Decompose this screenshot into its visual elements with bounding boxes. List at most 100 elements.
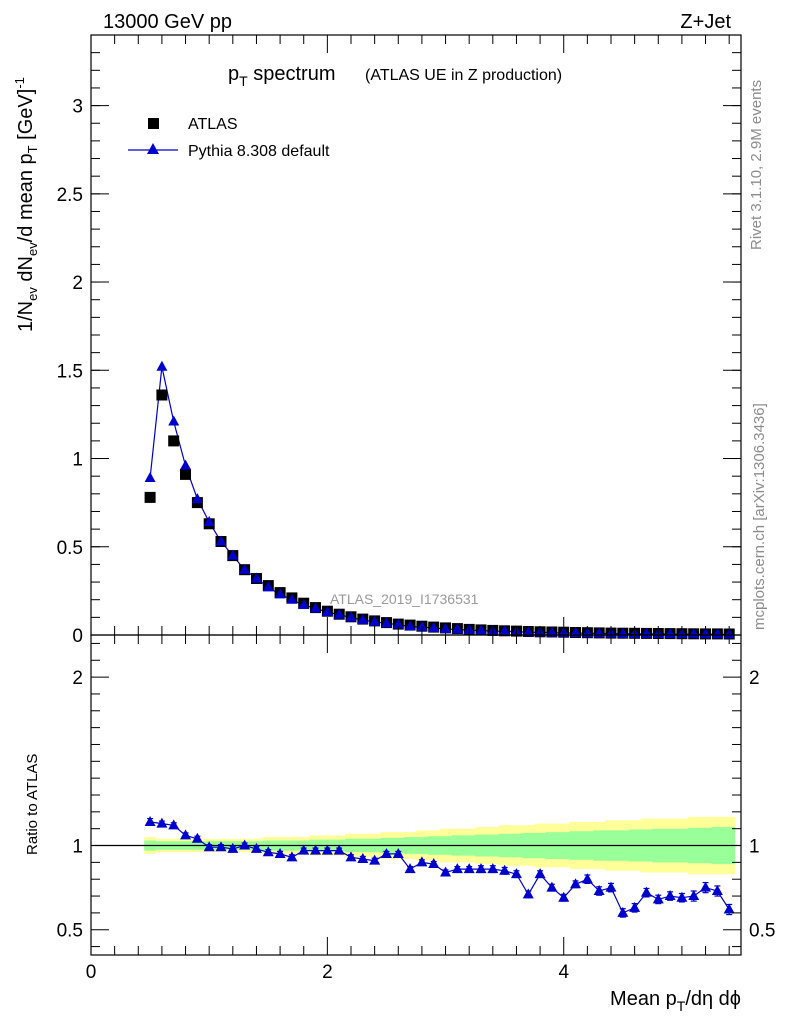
process-label: Z+Jet: [680, 11, 731, 33]
ratio-ytick-label: 0.5: [57, 921, 83, 942]
ratio-xlabel: Mean pT/dη dϕ: [610, 988, 741, 1014]
main-axes: 0 0.5 1 1.5 2 2.5 3: [57, 35, 741, 647]
ratio-ytick-label: 2: [72, 668, 83, 689]
ratio-pythia-point: [475, 863, 487, 874]
main-ytick-label: 2.5: [57, 185, 83, 206]
main-ylabel: 1/Nev dNev/d mean pT [GeV]-1: [12, 77, 40, 332]
atlas-point: [156, 389, 168, 401]
legend: ATLAS Pythia 8.308 default: [128, 116, 330, 160]
ratio-pythia-point: [428, 858, 440, 869]
ratio-pythia-point: [676, 891, 688, 902]
pythia-point: [404, 620, 416, 631]
pythia-point: [203, 516, 215, 527]
pythia-point: [156, 360, 168, 371]
ratio-panel: 0.5 0.5 1 1 2 2 0 2 4 Ratio to ATLAS Mean pT/dη …: [24, 634, 775, 1014]
ratio-pythia-point: [180, 829, 192, 840]
pythia-point: [239, 563, 251, 574]
ratio-pythia-point: [688, 890, 700, 901]
energy-label: 13000 GeV pp: [103, 11, 232, 33]
main-ytick-label: 0: [72, 626, 83, 647]
pythia-point: [451, 623, 463, 634]
main-ytick-label: 3: [72, 97, 83, 118]
ratio-frame: [90, 634, 742, 956]
ratio-pythia-point: [191, 832, 203, 843]
ratio-pythia-point: [534, 868, 546, 879]
ratio-pythia-point: [156, 817, 168, 828]
pythia-point: [380, 617, 392, 628]
ratio-pythia-point: [357, 853, 369, 863]
mcplots-label: mcplots.cern.ch [arXiv:1306.3436]: [751, 403, 768, 630]
ratio-pythia-point: [321, 844, 333, 855]
legend-label-atlas: ATLAS: [188, 116, 238, 133]
ratio-pythia-point: [144, 815, 156, 826]
ratio-ytick-label-right: 1: [749, 837, 760, 858]
ratio-pythia-point: [215, 841, 227, 852]
ratio-pythia-point: [392, 847, 404, 858]
pythia-point: [711, 628, 723, 639]
pythia-point: [522, 626, 534, 637]
main-ytick-label: 2: [72, 273, 83, 294]
ratio-pythia-point: [664, 890, 676, 901]
ratio-pythia-point: [168, 819, 180, 830]
ratio-pythia-point: [617, 906, 629, 917]
ratio-pythia-point: [593, 885, 605, 895]
pythia-point: [310, 602, 322, 613]
chart-title-suffix: (ATLAS UE in Z production): [365, 67, 562, 84]
pythia-point: [144, 471, 156, 482]
pythia-point: [369, 615, 381, 626]
pythia-point: [286, 593, 298, 604]
ratio-pythia-point: [345, 851, 357, 862]
ratio-ytick-label: 1: [72, 837, 83, 858]
pythia-point: [499, 625, 511, 636]
ratio-pythia-point: [239, 839, 251, 850]
title-sub: T: [239, 73, 248, 89]
atlas-point: [144, 491, 156, 503]
ratio-pythia-point: [652, 893, 664, 904]
ratio-pythia-point: [333, 844, 345, 855]
ratio-ylabel: Ratio to ATLAS: [24, 754, 41, 855]
main-ytick-label: 1: [72, 450, 83, 471]
ratio-pythia-point: [640, 886, 652, 897]
pythia-point: [475, 624, 487, 635]
pythia-point: [191, 493, 203, 504]
ratio-pythia-point: [227, 842, 239, 853]
ratio-pythia-point: [369, 854, 381, 865]
main-ytick-label: 0.5: [57, 538, 83, 559]
title-rest: spectrum: [248, 63, 336, 85]
ratio-pythia-point: [451, 863, 463, 874]
pythia-point: [345, 611, 357, 622]
ratio-xtick-label: 4: [558, 962, 569, 983]
main-panel: 0 0.5 1 1.5 2 2.5 3 pT spectrum (ATLAS UE in Z…: [12, 34, 742, 647]
ratio-pythia-point: [558, 891, 570, 902]
analysis-label: ATLAS_2019_I1736531: [330, 591, 479, 607]
rivet-label: Rivet 3.1.10, 2.9M events: [748, 80, 765, 250]
ratio-pythia-point: [416, 856, 428, 867]
pythia-point: [392, 618, 404, 629]
ratio-pythia-point: [522, 888, 534, 899]
ratio-pythia-point: [487, 863, 499, 874]
ratio-pythia-point: [581, 873, 593, 884]
ratio-pythia-point: [499, 864, 511, 875]
ratio-xtick-label: 0: [86, 962, 97, 983]
ratio-pythia-point: [404, 863, 416, 874]
ratio-plot-content: [91, 815, 741, 918]
pythia-point: [298, 599, 310, 609]
pythia-point: [180, 459, 192, 470]
atlas-point: [180, 468, 191, 480]
ratio-ytick-label-right: 0.5: [749, 921, 775, 942]
ratio-pythia-point: [203, 841, 215, 852]
legend-marker-atlas: [148, 118, 159, 129]
pythia-point: [688, 628, 700, 639]
ratio-pythia-point: [380, 847, 392, 858]
ratio-pythia-point: [723, 903, 735, 914]
pythia-point: [227, 549, 239, 560]
ratio-pythia-point: [262, 846, 274, 857]
pythia-point: [321, 606, 333, 617]
ratio-ytick-label-right: 2: [749, 668, 760, 689]
ratio-pythia-point: [570, 878, 582, 889]
ratio-pythia-point: [250, 842, 262, 853]
main-ytick-label: 1.5: [57, 361, 83, 382]
ratio-pythia-point: [700, 881, 712, 892]
legend-label-pythia: Pythia 8.308 default: [188, 143, 330, 160]
